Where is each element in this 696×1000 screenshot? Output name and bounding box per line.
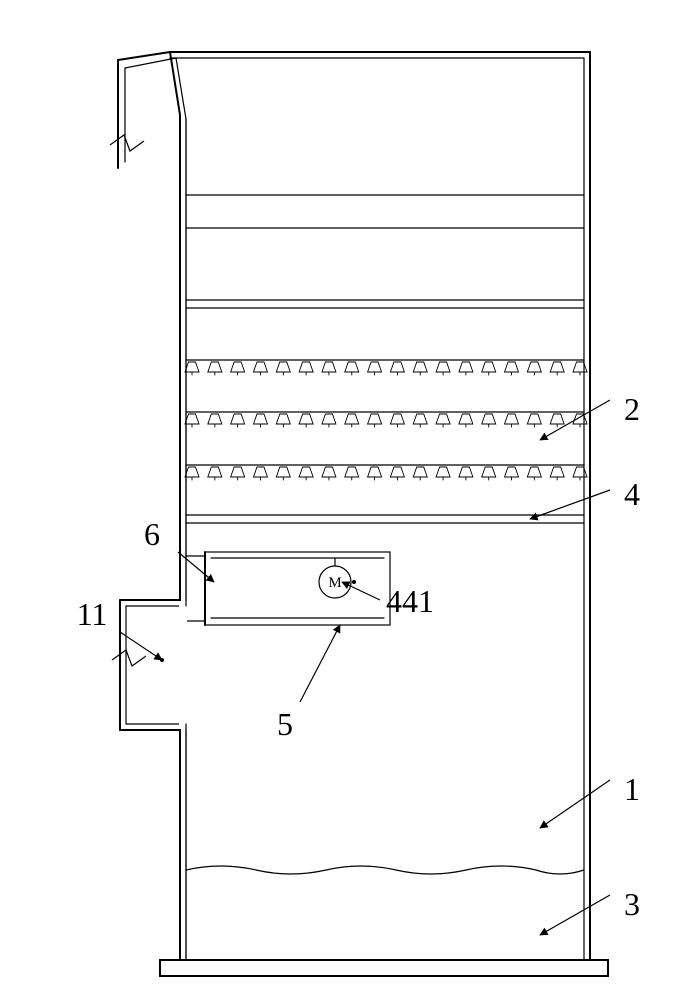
callout-label: 2 <box>624 391 640 427</box>
diagram-background <box>0 0 696 1000</box>
callout-label: 4 <box>624 476 640 512</box>
callout-label: 441 <box>386 583 434 619</box>
callout-label: 5 <box>277 706 293 742</box>
motor-shaft-dot <box>352 580 356 584</box>
callout-label: 1 <box>624 771 640 807</box>
callout-label: 11 <box>77 596 108 632</box>
motor-label: M <box>328 575 341 591</box>
callout-label: 3 <box>624 886 640 922</box>
callout-label: 6 <box>144 516 160 552</box>
